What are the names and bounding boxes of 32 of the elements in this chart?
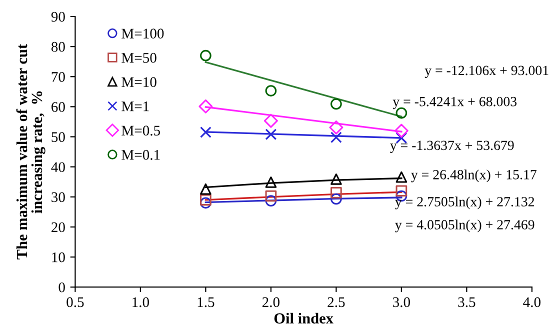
x-tick-label: 4.0 <box>523 297 540 308</box>
legend-label: M=1 <box>122 102 149 112</box>
x-axis-title: Oil index <box>274 312 334 324</box>
y-tick-label: 30 <box>52 192 65 202</box>
legend-label: M=0.5 <box>122 126 160 136</box>
legend-label: M=100 <box>122 28 164 39</box>
y-tick-label: 20 <box>52 222 65 232</box>
x-tick-label: 2.0 <box>262 297 280 308</box>
y-tick-label: 50 <box>52 132 65 142</box>
annotation: y = -12.106x + 93.001 <box>424 66 548 78</box>
x-tick-label: 3.0 <box>393 297 410 308</box>
x-tick-label: 2.5 <box>328 297 345 308</box>
x-tick-label: 1.5 <box>198 297 214 308</box>
y-tick-label: 80 <box>51 42 65 52</box>
x-tick-label: 1.0 <box>132 297 149 308</box>
annotation: y = 4.0505ln(x) + 27.469 <box>395 220 534 232</box>
legend-label: M=0.1 <box>122 150 160 160</box>
legend-label: M=50 <box>122 52 156 63</box>
annotation: y = 2.7505ln(x) + 27.132 <box>395 196 534 210</box>
y-tick-label: 60 <box>52 102 65 112</box>
annotation: y = -1.3637x + 53.679 <box>390 140 514 153</box>
annotation: y = -5.4241x + 68.003 <box>392 96 517 110</box>
x-tick-label: 0.5 <box>66 297 84 308</box>
legend-label: M=10 <box>122 77 156 88</box>
y-tick-label: 40 <box>51 162 65 172</box>
y-tick-label: 70 <box>52 72 65 82</box>
y-tick-label: 90 <box>51 12 65 22</box>
annotation: y = 26.48ln(x) + 15.17 <box>411 170 536 182</box>
x-tick-label: 3.5 <box>458 297 476 308</box>
y-axis-title: The maximum value of water cut increasing rate, % <box>16 44 46 260</box>
y-tick-label: 10 <box>52 252 65 262</box>
y-tick-label: 0 <box>58 282 65 292</box>
